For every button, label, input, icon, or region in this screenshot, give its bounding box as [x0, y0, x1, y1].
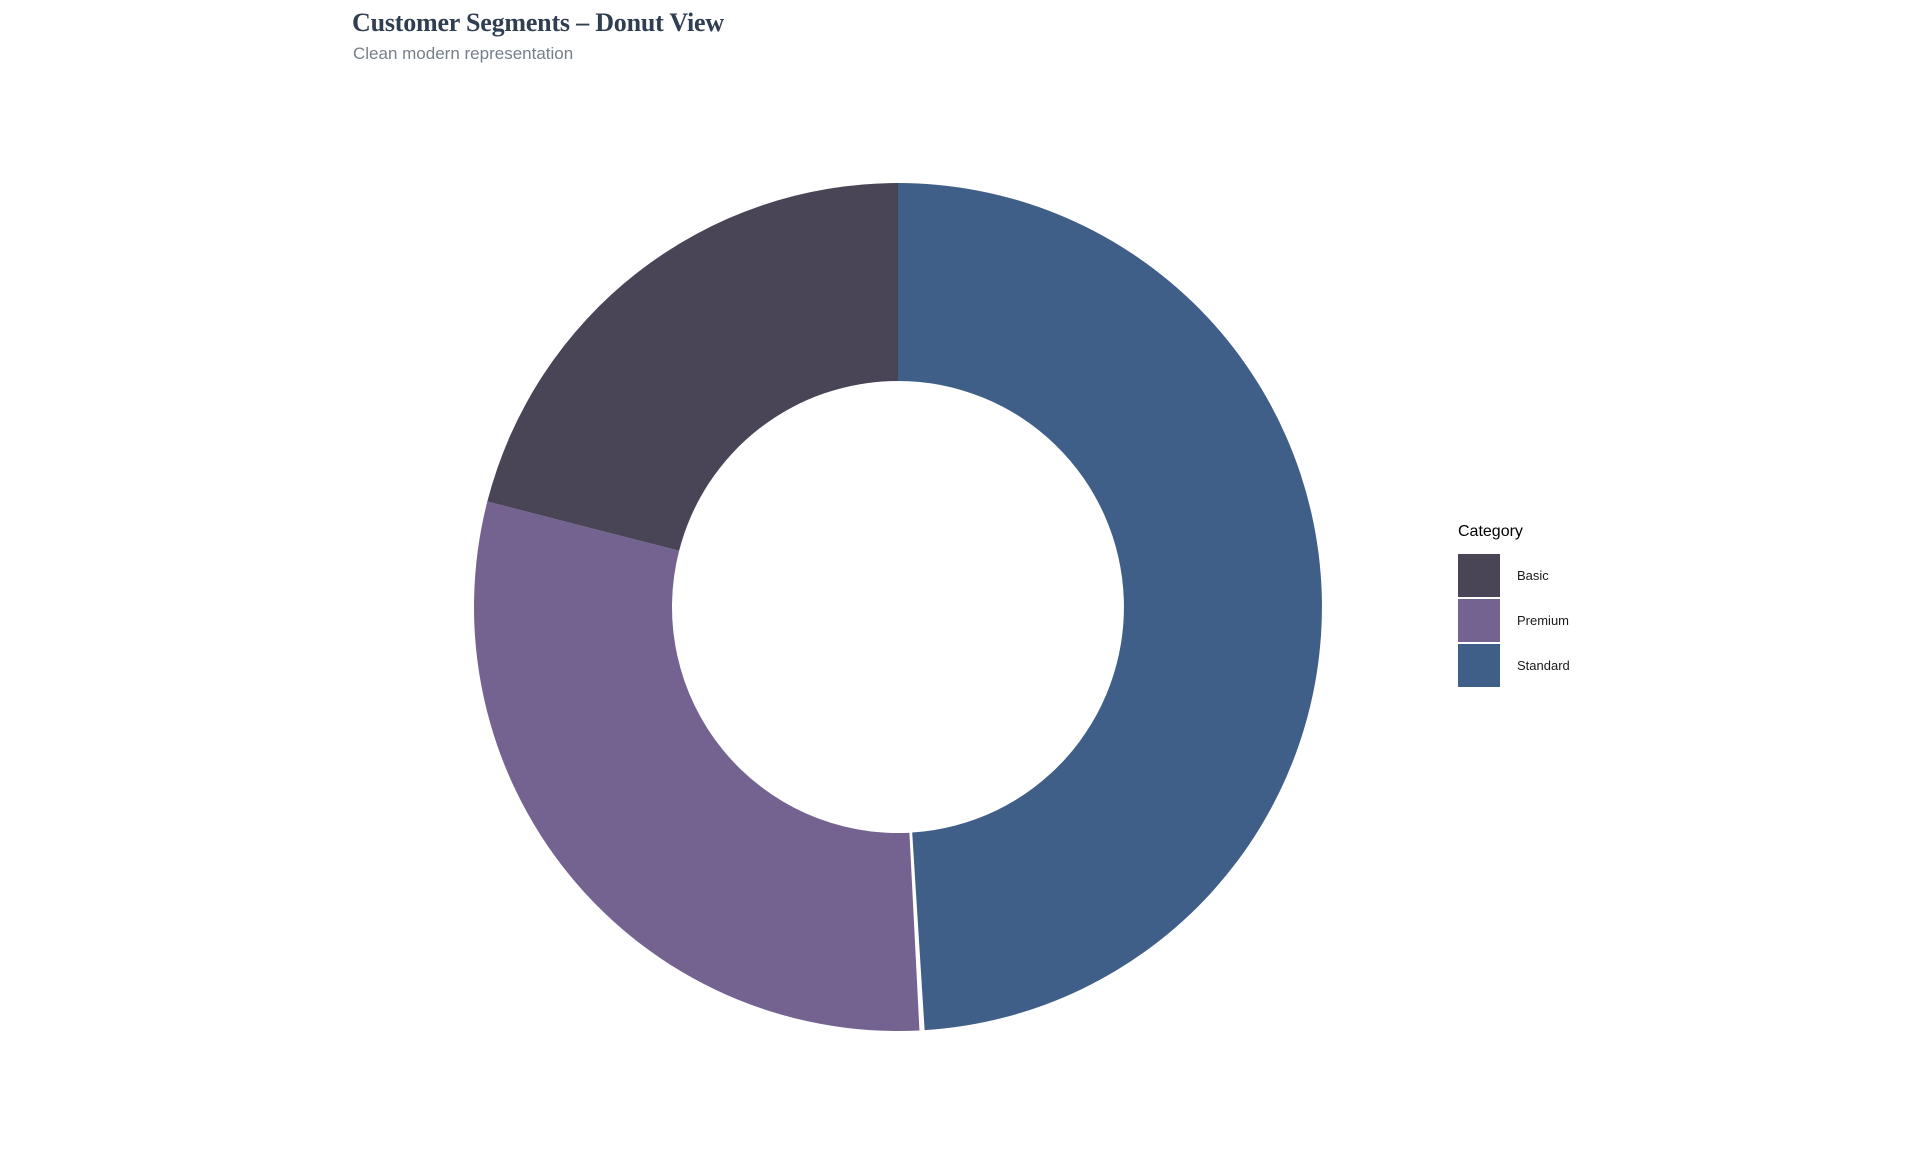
- legend-item-basic: Basic: [1458, 554, 1570, 597]
- legend-title: Category: [1458, 523, 1523, 540]
- donut-slice-premium: [473, 501, 920, 1032]
- legend-swatch-premium: [1458, 599, 1500, 642]
- legend-label-premium: Premium: [1517, 613, 1570, 628]
- legend-items: Basic Premium Standard: [1458, 554, 1570, 687]
- donut-slice-standard: [898, 183, 1322, 1031]
- legend-item-premium: Premium: [1458, 599, 1570, 642]
- chart-subtitle: Clean modern representation: [353, 44, 574, 63]
- legend-label-basic: Basic: [1517, 568, 1549, 583]
- legend-label-standard: Standard: [1517, 658, 1570, 673]
- chart-title: Customer Segments – Donut View: [352, 8, 724, 37]
- legend-swatch-basic: [1458, 554, 1500, 597]
- legend-swatch-standard: [1458, 644, 1500, 687]
- legend: Category Basic Premium Standard: [1458, 522, 1570, 689]
- donut-slice-basic: [487, 183, 898, 551]
- legend-item-standard: Standard: [1458, 644, 1570, 687]
